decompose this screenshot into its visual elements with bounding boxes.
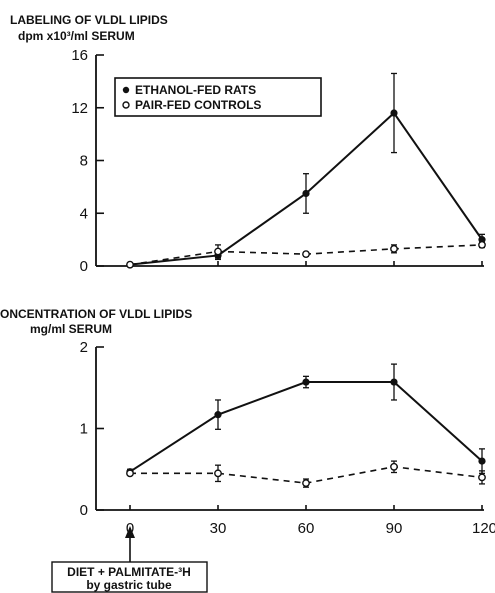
bottom-chart-title: ONCENTRATION OF VLDL LIPIDS <box>0 307 192 321</box>
bottom-series-ethanol-point <box>302 378 310 386</box>
annotation-box <box>51 561 208 593</box>
bottom-chart-ylabel: mg/ml SERUM <box>30 322 112 336</box>
top-chart-ylabel: dpm x10³/ml SERUM <box>18 29 135 43</box>
bottom-x-tick-label: 120 MIN <box>472 520 495 537</box>
top-series-ethanol-point <box>478 236 486 244</box>
top-series-control-point <box>126 260 134 269</box>
top-series-ethanol-point <box>390 109 398 117</box>
legend-marker-control <box>122 101 130 109</box>
top-series-control-point <box>478 240 486 249</box>
top-y-tick-label: 8 <box>80 153 88 170</box>
top-y-tick-label: 16 <box>71 47 88 64</box>
bottom-x-tick-label: 60 <box>298 520 315 537</box>
bottom-y-tick-label: 1 <box>80 421 88 438</box>
annotation-arrow-head <box>125 526 135 538</box>
top-series-control-point <box>390 244 398 253</box>
annotation-line1: DIET + PALMITATE-³H <box>67 565 191 579</box>
top-chart-title: LABELING OF VLDL LIPIDS <box>10 13 168 27</box>
bottom-y-tick-label: 0 <box>80 502 88 519</box>
bottom-x-tick-label: 30 <box>210 520 227 537</box>
bottom-series-ethanol-point <box>390 378 398 386</box>
bottom-series-control-point <box>390 462 398 471</box>
bottom-x-tick-label: 90 <box>386 520 403 537</box>
bottom-series-ethanol-point <box>214 411 222 419</box>
legend-label-ethanol: ETHANOL-FED RATS <box>135 83 256 97</box>
bottom-x-tick-label: 0 <box>126 520 134 537</box>
bottom-series-control-point <box>478 473 486 482</box>
bottom-series-ethanol-point <box>478 457 486 465</box>
bottom-series-control-point <box>302 479 310 488</box>
legend-marker-ethanol <box>122 86 130 94</box>
top-y-tick-label: 4 <box>80 205 88 222</box>
top-y-tick-label: 12 <box>71 100 88 117</box>
bottom-series-control-point <box>214 469 222 478</box>
legend-box <box>114 77 322 117</box>
top-series-control-point <box>214 247 222 256</box>
top-series-control-point <box>302 250 310 259</box>
top-series-ethanol-point <box>302 189 310 198</box>
legend-label-control: PAIR-FED CONTROLS <box>135 98 261 112</box>
bottom-series-ethanol-line <box>129 381 483 473</box>
bottom-series-control-point <box>126 469 134 478</box>
bottom-y-tick-label: 2 <box>80 339 88 356</box>
annotation-line2: by gastric tube <box>86 578 172 592</box>
top-y-tick-label: 0 <box>80 258 88 275</box>
